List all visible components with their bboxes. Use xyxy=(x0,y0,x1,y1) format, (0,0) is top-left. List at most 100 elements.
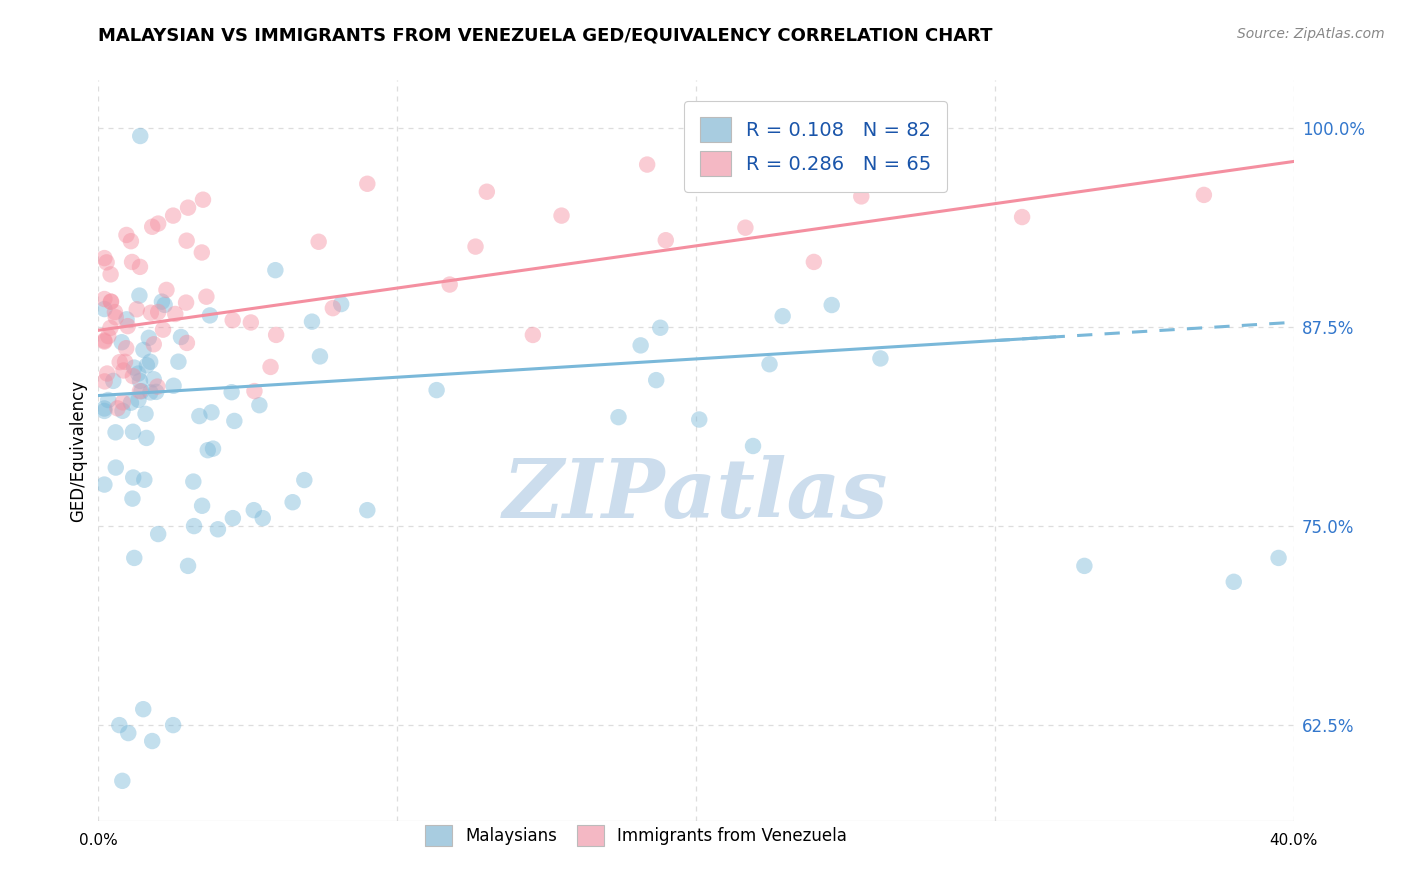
Point xyxy=(734,220,756,235)
Point xyxy=(139,385,162,400)
Point xyxy=(134,473,156,487)
Point xyxy=(308,235,330,249)
Point xyxy=(165,307,187,321)
Point xyxy=(120,395,142,409)
Point xyxy=(148,305,170,319)
Point xyxy=(742,439,765,453)
Point xyxy=(112,363,135,377)
Point xyxy=(107,401,129,416)
Point xyxy=(93,301,115,316)
Point xyxy=(135,359,157,373)
Point xyxy=(243,503,266,517)
Point xyxy=(148,217,170,231)
Text: Source: ZipAtlas.com: Source: ZipAtlas.com xyxy=(1237,27,1385,41)
Point xyxy=(128,288,150,302)
Point xyxy=(630,338,652,352)
Point xyxy=(356,177,378,191)
Point xyxy=(636,157,658,171)
Point xyxy=(111,395,134,409)
Point xyxy=(117,319,139,334)
Legend: Malaysians, Immigrants from Venezuela: Malaysians, Immigrants from Venezuela xyxy=(419,818,853,853)
Text: ZIPatlas: ZIPatlas xyxy=(503,455,889,535)
Point xyxy=(117,726,139,740)
Point xyxy=(758,357,780,371)
Point xyxy=(124,550,146,565)
Point xyxy=(93,334,115,348)
Point xyxy=(264,263,287,277)
Point xyxy=(132,702,155,716)
Point xyxy=(221,313,243,327)
Point xyxy=(115,312,138,326)
Point xyxy=(115,341,138,355)
Point xyxy=(167,354,190,368)
Point xyxy=(153,298,176,312)
Point xyxy=(162,378,184,392)
Point xyxy=(146,379,169,393)
Point xyxy=(176,335,198,350)
Point xyxy=(93,334,115,349)
Point xyxy=(152,323,174,337)
Point xyxy=(93,401,115,416)
Point xyxy=(114,355,136,369)
Point xyxy=(439,277,461,292)
Point xyxy=(177,201,200,215)
Point xyxy=(1192,188,1215,202)
Point xyxy=(522,328,544,343)
Point xyxy=(162,718,184,732)
Point xyxy=(259,359,281,374)
Point xyxy=(131,384,153,399)
Point xyxy=(550,209,572,223)
Point xyxy=(129,384,152,399)
Point xyxy=(821,298,844,312)
Point xyxy=(93,292,115,306)
Point xyxy=(104,310,127,325)
Point xyxy=(198,309,221,323)
Point xyxy=(129,260,152,274)
Point xyxy=(93,477,115,491)
Point xyxy=(869,351,891,366)
Point xyxy=(221,385,243,400)
Point xyxy=(93,251,115,265)
Point xyxy=(239,316,262,330)
Point xyxy=(1073,558,1095,573)
Point xyxy=(93,375,115,389)
Point xyxy=(301,315,323,329)
Point xyxy=(322,301,344,315)
Point xyxy=(104,425,127,440)
Text: 0.0%: 0.0% xyxy=(79,833,118,848)
Point xyxy=(104,305,127,319)
Point xyxy=(96,255,118,269)
Text: 40.0%: 40.0% xyxy=(1270,833,1317,848)
Point xyxy=(121,255,143,269)
Point xyxy=(1223,574,1246,589)
Point xyxy=(129,374,152,388)
Point xyxy=(135,431,157,445)
Point xyxy=(111,773,134,788)
Point xyxy=(139,306,162,320)
Point xyxy=(191,499,214,513)
Y-axis label: GED/Equivalency: GED/Equivalency xyxy=(69,379,87,522)
Point xyxy=(1267,550,1289,565)
Text: MALAYSIAN VS IMMIGRANTS FROM VENEZUELA GED/EQUIVALENCY CORRELATION CHART: MALAYSIAN VS IMMIGRANTS FROM VENEZUELA G… xyxy=(98,27,993,45)
Point xyxy=(207,522,229,536)
Point xyxy=(174,295,197,310)
Point xyxy=(330,297,353,311)
Point xyxy=(141,734,163,748)
Point xyxy=(200,405,222,419)
Point xyxy=(202,442,225,456)
Point xyxy=(115,227,138,242)
Point xyxy=(132,343,155,357)
Point xyxy=(191,245,214,260)
Point xyxy=(142,372,165,386)
Point xyxy=(281,495,304,509)
Point xyxy=(150,294,173,309)
Point xyxy=(264,327,287,342)
Point xyxy=(127,367,149,381)
Point xyxy=(222,511,245,525)
Point xyxy=(108,355,131,369)
Point xyxy=(247,398,270,412)
Point xyxy=(191,193,214,207)
Point xyxy=(243,384,266,398)
Point xyxy=(356,503,378,517)
Point xyxy=(688,412,710,426)
